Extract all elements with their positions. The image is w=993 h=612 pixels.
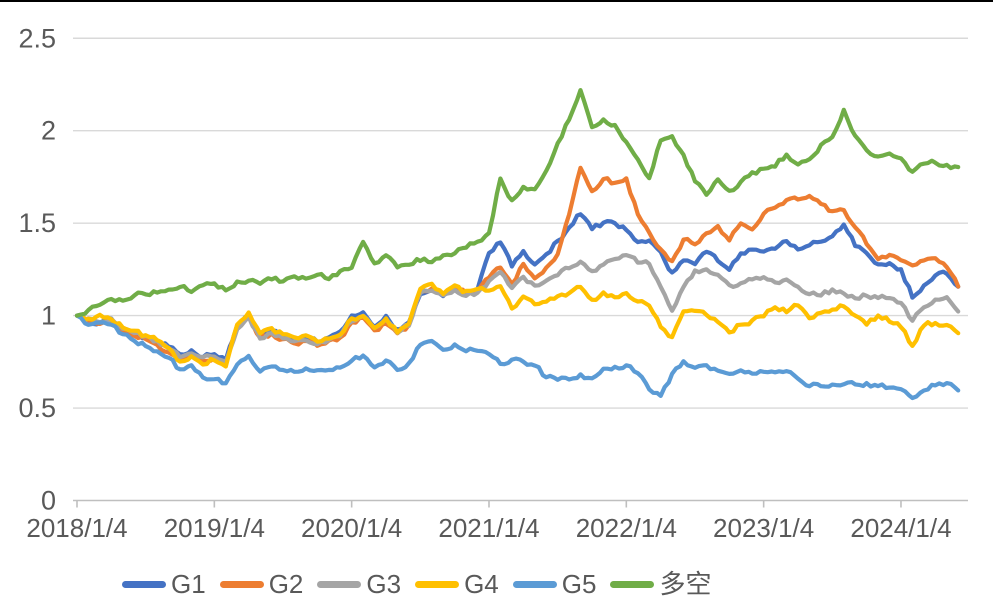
legend-swatch-g4 (415, 580, 460, 588)
y-axis-label: 1 (41, 301, 56, 331)
legend-item-duokong: 多空 (610, 571, 711, 597)
legend-label-g5: G5 (561, 569, 597, 599)
legend-label-g1: G1 (171, 569, 206, 599)
series-line-G1 (74, 212, 961, 362)
legend-label-g3: G3 (366, 569, 402, 599)
legend-item-g4: G4 (415, 571, 499, 597)
legend: G1 G2 G3 G4 G5 多空 (122, 571, 711, 597)
y-axis-label: 1.5 (18, 208, 56, 238)
legend-item-g2: G2 (219, 569, 304, 599)
x-axis-label: 2020/1/4 (301, 513, 402, 543)
legend-item-g1: G1 (122, 571, 206, 597)
x-axis-label: 2022/1/4 (576, 513, 677, 543)
y-axis-label: 0 (41, 486, 56, 516)
y-axis-label: 0.5 (18, 393, 56, 423)
legend-swatch-g5 (512, 580, 557, 588)
legend-swatch-g3 (317, 580, 362, 588)
legend-label-g2: G2 (268, 569, 304, 599)
legend-swatch-g2 (219, 580, 264, 588)
x-axis-label: 2024/1/4 (850, 513, 951, 543)
legend-label-g4: G4 (464, 569, 499, 599)
legend-swatch-duokong (610, 580, 655, 588)
y-axis-label: 2 (41, 116, 56, 146)
series-line-G5 (74, 313, 961, 401)
series-line-G3 (74, 253, 961, 364)
x-axis-label: 2019/1/4 (164, 513, 265, 543)
legend-item-g5: G5 (512, 569, 597, 599)
series-line-多空 (74, 88, 961, 318)
legend-item-g3: G3 (317, 571, 401, 597)
x-axis-label: 2021/1/4 (438, 513, 539, 543)
x-axis-label: 2018/1/4 (26, 513, 127, 543)
legend-label-duokong: 多空 (659, 569, 712, 599)
x-axis-label: 2023/1/4 (713, 513, 814, 543)
series-line-G4 (74, 281, 961, 369)
legend-swatch-g1 (122, 580, 166, 588)
y-axis-label: 2.5 (18, 23, 56, 53)
